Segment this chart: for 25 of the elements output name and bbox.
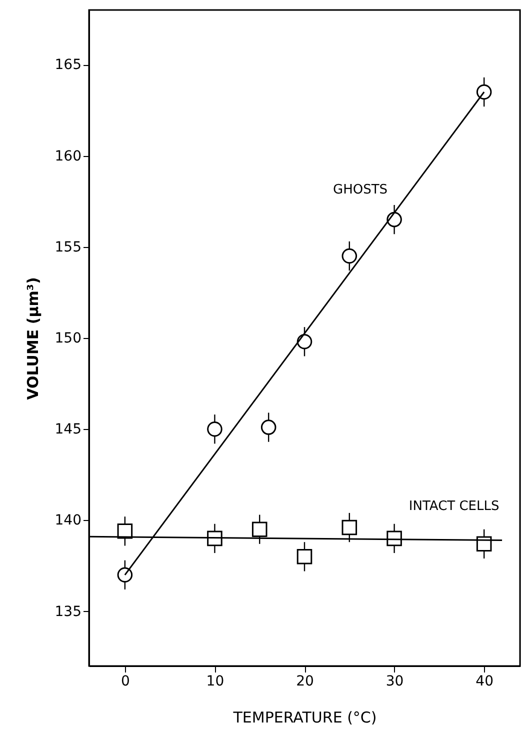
x-axis-title: TEMPERATURE (°C) <box>232 708 377 726</box>
point <box>342 248 358 264</box>
y-tick-label: 150 <box>54 330 82 346</box>
x-tick-label: 0 <box>120 674 130 690</box>
y-tick-label: 140 <box>54 512 82 529</box>
series-label: INTACT CELLS <box>408 498 500 514</box>
y-tick-label: 145 <box>54 422 82 438</box>
y-tick-label: 155 <box>54 239 82 256</box>
point <box>117 567 133 583</box>
point <box>476 84 492 100</box>
y-tick-label: 160 <box>54 148 82 164</box>
x-tick-label: 30 <box>386 674 404 690</box>
x-tick-label: 40 <box>476 674 494 690</box>
x-tick-label: 10 <box>206 674 224 690</box>
point <box>207 421 222 437</box>
x-tick-label: 20 <box>296 674 314 690</box>
point <box>342 520 358 536</box>
point <box>260 420 276 435</box>
point <box>296 549 312 564</box>
point <box>252 522 268 537</box>
y-tick-label: 135 <box>54 604 82 620</box>
y-tick-label: 165 <box>54 57 82 74</box>
point <box>296 334 312 350</box>
y-axis-title: VOLUME (µm³) <box>24 277 42 400</box>
series-label: GHOSTS <box>333 182 388 198</box>
